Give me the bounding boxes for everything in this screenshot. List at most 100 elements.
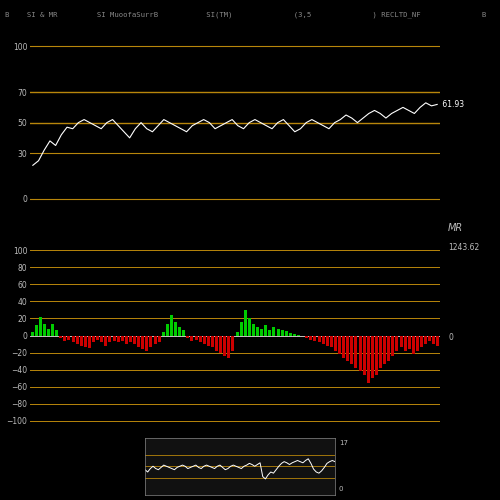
Text: 1243.62: 1243.62 [448, 242, 480, 252]
Bar [346, 336, 350, 361]
Text: 61.93: 61.93 [440, 100, 464, 109]
Bar [120, 336, 124, 340]
Bar [198, 336, 202, 342]
Bar [416, 336, 419, 351]
Bar [260, 328, 263, 336]
Bar [170, 315, 173, 336]
Bar [272, 327, 276, 336]
Bar [100, 336, 103, 342]
Bar [88, 336, 91, 348]
Bar [166, 324, 169, 336]
Bar [207, 336, 210, 345]
Text: MR: MR [448, 224, 464, 234]
Bar [248, 318, 251, 336]
Bar [158, 336, 160, 342]
Text: 17: 17 [339, 440, 348, 446]
Text: B    SI & MR         SI MuoofaSurrB           SI(TM)              (3,5          : B SI & MR SI MuoofaSurrB SI(TM) (3,5 [5, 11, 486, 18]
Bar [256, 327, 259, 336]
Bar [240, 322, 242, 336]
Bar [211, 336, 214, 347]
Bar [400, 336, 402, 347]
Bar [190, 336, 194, 340]
Bar [146, 336, 148, 351]
Bar [412, 336, 415, 354]
Bar [51, 324, 54, 336]
Bar [232, 336, 234, 351]
Bar [396, 336, 398, 351]
Bar [289, 333, 292, 336]
Bar [178, 327, 181, 336]
Bar [338, 336, 341, 354]
Bar [55, 330, 58, 336]
Bar [362, 336, 366, 374]
Bar [424, 336, 427, 344]
Bar [432, 336, 436, 344]
Bar [310, 336, 312, 340]
Bar [252, 324, 255, 336]
Bar [392, 336, 394, 356]
Bar [186, 336, 190, 338]
Bar [125, 336, 128, 344]
Bar [375, 336, 378, 374]
Bar [92, 336, 95, 342]
Bar [108, 336, 112, 342]
Bar [116, 336, 119, 342]
Bar [383, 336, 386, 364]
Bar [354, 336, 358, 368]
Bar [47, 328, 50, 336]
Bar [276, 328, 280, 336]
Bar [202, 336, 206, 344]
Bar [236, 332, 238, 336]
Bar [264, 326, 268, 336]
Bar [268, 330, 272, 336]
Bar [182, 330, 186, 336]
Text: 0: 0 [339, 486, 344, 492]
Bar [342, 336, 345, 357]
Bar [68, 336, 70, 340]
Bar [154, 336, 156, 344]
Bar [371, 336, 374, 378]
Bar [215, 336, 218, 351]
Bar [64, 336, 66, 340]
Bar [96, 336, 99, 340]
Bar [305, 336, 308, 338]
Bar [318, 336, 320, 342]
Bar [84, 336, 87, 347]
Bar [194, 336, 198, 340]
Bar [387, 336, 390, 361]
Bar [228, 336, 230, 357]
Bar [30, 332, 34, 336]
Bar [80, 336, 83, 345]
Bar [322, 336, 324, 344]
Bar [358, 336, 362, 372]
Bar [297, 334, 300, 336]
Bar [72, 336, 74, 342]
Bar [314, 336, 316, 340]
Bar [284, 331, 288, 336]
Bar [350, 336, 354, 364]
Bar [223, 336, 226, 356]
Bar [162, 332, 165, 336]
Bar [150, 336, 152, 347]
Bar [137, 336, 140, 347]
Bar [404, 336, 406, 351]
Bar [408, 336, 411, 349]
Bar [174, 322, 177, 336]
Bar [129, 336, 132, 342]
Bar [59, 336, 62, 338]
Bar [76, 336, 78, 344]
Bar [330, 336, 333, 347]
Bar [280, 330, 283, 336]
Bar [379, 336, 382, 368]
Bar [366, 336, 370, 383]
Bar [112, 336, 116, 340]
Bar [141, 336, 144, 349]
Text: 0: 0 [448, 334, 453, 342]
Bar [34, 326, 37, 336]
Bar [38, 317, 42, 336]
Bar [43, 324, 46, 336]
Bar [219, 336, 222, 352]
Bar [334, 336, 337, 351]
Bar [326, 336, 329, 345]
Bar [293, 334, 296, 336]
